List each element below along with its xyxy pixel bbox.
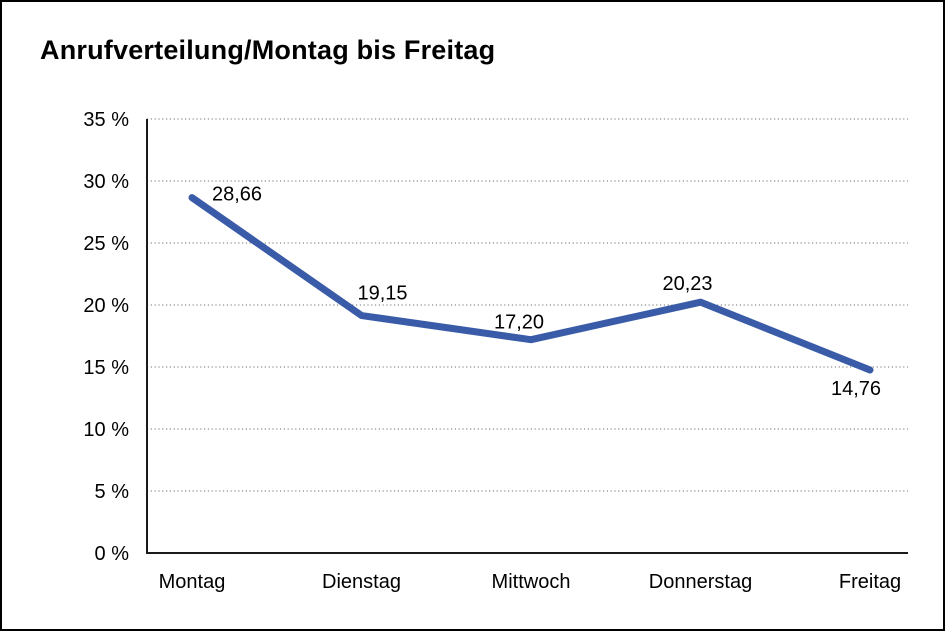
y-tick-label: 25 % <box>83 233 129 255</box>
y-tick-label: 20 % <box>83 295 129 317</box>
x-tick-label: Mittwoch <box>492 571 571 593</box>
x-tick-label: Donnerstag <box>649 571 752 593</box>
data-point-label: 19,15 <box>358 283 408 305</box>
y-tick-label: 15 % <box>83 357 129 379</box>
y-tick-label: 30 % <box>83 171 129 193</box>
y-tick-label: 35 % <box>83 109 129 131</box>
x-tick-label: Montag <box>159 571 226 593</box>
y-tick-label: 5 % <box>95 481 130 503</box>
x-tick-label: Dienstag <box>322 571 401 593</box>
data-point-label: 20,23 <box>662 273 712 295</box>
y-tick-label: 10 % <box>83 419 129 441</box>
x-tick-label: Freitag <box>839 571 901 593</box>
data-line <box>188 194 874 374</box>
chart-title: Anrufverteilung/Montag bis Freitag <box>40 35 496 65</box>
data-point-label: 14,76 <box>831 378 881 400</box>
data-point-label: 28,66 <box>212 184 262 206</box>
y-tick-label: 0 % <box>95 543 130 565</box>
data-point-label: 17,20 <box>494 312 544 334</box>
